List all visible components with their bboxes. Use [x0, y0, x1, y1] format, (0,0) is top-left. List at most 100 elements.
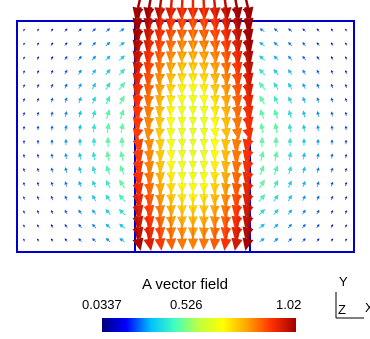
- field-arrow-core-shaft: [158, 85, 163, 96]
- field-arrow-core-shaft: [146, 162, 151, 173]
- field-arrow-outer-shaft: [275, 43, 279, 47]
- field-arrow-outer-shaft: [261, 86, 266, 91]
- field-arrow-outer: [78, 238, 82, 242]
- field-arrow-outer: [301, 166, 306, 172]
- field-arrow-core-shaft: [223, 118, 227, 129]
- field-arrow-core-shaft: [233, 62, 239, 75]
- field-arrow-outer: [273, 179, 279, 186]
- field-arrow-outer: [259, 165, 265, 172]
- field-arrow-outer-shaft: [316, 198, 319, 201]
- field-arrow-outer: [92, 180, 97, 186]
- field-arrow-core-shaft: [235, 140, 241, 151]
- field-arrow-core-shaft: [136, 18, 142, 31]
- field-arrow-core-shaft: [213, 206, 218, 217]
- field-arrow-outer: [78, 180, 83, 186]
- field-arrow-outer-shaft: [91, 57, 95, 61]
- field-arrow-core-shaft: [213, 185, 217, 195]
- field-arrow-core-shaft: [170, 108, 173, 118]
- field-arrow-outer: [344, 238, 348, 241]
- field-arrow-outer-shaft: [317, 86, 320, 89]
- field-arrow-outer-shaft: [287, 212, 291, 215]
- field-arrow-core-shaft: [146, 129, 151, 140]
- field-arrow-core-shaft: [213, 195, 218, 206]
- field-arrow-core-shaft: [147, 6, 153, 20]
- field-arrow-core-shaft: [147, 84, 153, 96]
- field-arrow-outer: [50, 238, 54, 242]
- field-arrow-outer: [344, 181, 348, 185]
- field-arrow-core-shaft: [158, 63, 163, 74]
- field-arrow-outer: [260, 223, 266, 229]
- field-arrow-outer-shaft: [303, 29, 306, 32]
- field-arrow-core-shaft: [246, 128, 252, 141]
- field-arrow-outer: [330, 111, 334, 115]
- field-arrow-outer-shaft: [259, 239, 262, 243]
- field-arrow-outer-shaft: [51, 226, 54, 228]
- field-arrow-outer: [50, 28, 54, 32]
- field-arrow-core-shaft: [169, 29, 174, 41]
- field-arrow-outer: [78, 28, 82, 32]
- field-arrow-outer: [78, 195, 82, 200]
- field-arrow-core-shaft: [213, 217, 218, 228]
- field-arrow-outer-shaft: [121, 170, 125, 175]
- field-arrow-outer: [287, 41, 292, 46]
- field-arrow-outer: [92, 41, 97, 46]
- field-arrow-outer-shaft: [330, 198, 333, 201]
- field-arrow-outer-shaft: [317, 29, 320, 32]
- field-arrow-core-shaft: [145, 194, 151, 207]
- field-arrow-outer-shaft: [317, 58, 320, 61]
- field-arrow-core-shaft: [147, 107, 152, 118]
- field-arrow-outer-shaft: [37, 184, 39, 187]
- field-arrow-core-shaft: [213, 86, 216, 96]
- field-arrow-outer: [273, 41, 278, 46]
- field-arrow-outer: [302, 195, 306, 200]
- field-arrow-core-shaft: [214, 152, 217, 162]
- field-arrow-outer: [259, 208, 266, 215]
- field-arrow-outer: [330, 55, 334, 60]
- field-arrow-core-shaft: [244, 18, 250, 31]
- field-arrow-outer-shaft: [331, 72, 334, 75]
- field-arrow-core-shaft: [170, 120, 173, 129]
- field-arrow-outer: [302, 209, 306, 214]
- field-arrow-outer: [22, 56, 26, 59]
- field-arrow-core-shaft: [202, 18, 206, 30]
- field-arrow-outer-shaft: [262, 43, 265, 47]
- field-arrow-core-shaft: [169, 174, 172, 184]
- field-arrow-core-shaft: [224, 205, 229, 217]
- field-arrow-outer: [36, 69, 40, 73]
- field-arrow-outer: [259, 108, 265, 116]
- field-arrow-outer-shaft: [289, 43, 293, 47]
- field-arrow-core-shaft: [235, 172, 241, 185]
- field-arrow-core-shaft: [159, 119, 163, 129]
- field-arrow-outer: [105, 150, 111, 158]
- field-arrow-outer: [258, 81, 265, 89]
- field-arrow-outer: [105, 108, 111, 116]
- field-arrow-outer-shaft: [288, 184, 291, 188]
- field-arrow-outer: [259, 179, 265, 187]
- field-arrow-outer-shaft: [22, 29, 25, 32]
- field-arrow-outer-shaft: [65, 198, 68, 201]
- field-arrow-outer: [118, 208, 125, 215]
- field-arrow-outer: [91, 96, 96, 102]
- field-arrow-outer-shaft: [78, 72, 81, 75]
- field-arrow-outer: [273, 68, 279, 74]
- field-arrow-outer: [316, 28, 320, 32]
- field-arrow-outer: [105, 95, 111, 102]
- field-arrow-core-shaft: [147, 28, 153, 42]
- field-arrow-core-shaft: [233, 51, 239, 64]
- field-arrow-core-shaft: [246, 216, 252, 229]
- field-arrow-outer: [22, 210, 26, 213]
- field-arrow-outer-shaft: [261, 100, 265, 105]
- field-arrow-core-shaft: [223, 63, 228, 74]
- field-arrow-outer: [106, 28, 111, 32]
- field-arrow-outer: [330, 69, 334, 74]
- field-arrow-outer: [91, 109, 97, 116]
- field-arrow-outer: [91, 165, 97, 172]
- field-arrow-core-shaft: [169, 18, 174, 30]
- field-arrow-outer: [36, 111, 40, 115]
- field-arrow-outer-shaft: [92, 29, 95, 32]
- field-arrow-outer: [105, 223, 110, 228]
- field-arrow-outer-shaft: [23, 198, 25, 200]
- field-arrow-outer: [22, 111, 26, 115]
- field-arrow-outer-shaft: [275, 72, 279, 76]
